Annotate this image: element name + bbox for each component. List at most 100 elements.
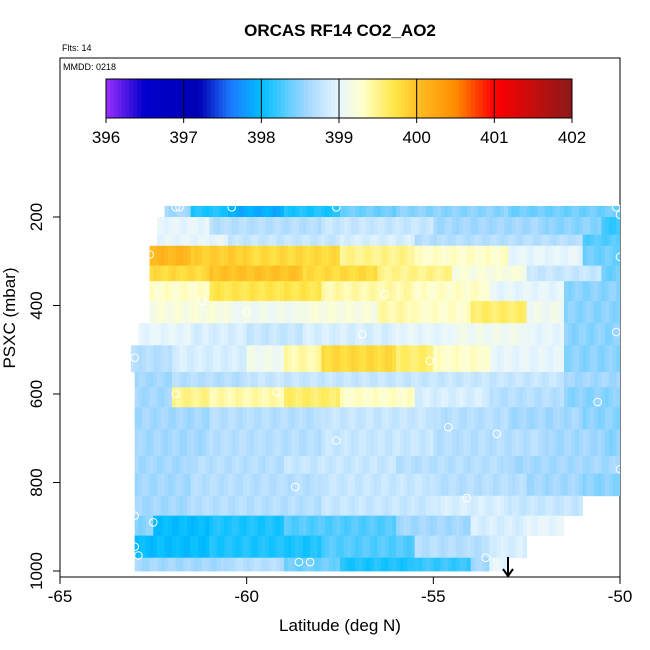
heatmap-cell xyxy=(377,281,382,302)
heatmap-cell xyxy=(313,265,318,282)
heatmap-cell xyxy=(410,323,416,346)
heatmap-cell xyxy=(407,217,412,236)
heatmap-cell xyxy=(504,371,509,388)
heatmap-cell xyxy=(485,495,490,517)
heatmap-cell xyxy=(552,455,557,475)
heatmap-cell xyxy=(239,281,244,302)
heatmap-cell xyxy=(332,557,337,572)
heatmap-cell xyxy=(493,429,498,457)
heatmap-cell xyxy=(448,495,453,517)
heatmap-cell xyxy=(149,535,154,559)
heatmap-cell xyxy=(388,455,393,475)
heatmap-cell xyxy=(291,407,296,430)
heatmap-cell xyxy=(172,557,177,572)
heatmap-cell xyxy=(534,371,539,388)
heatmap-cell xyxy=(302,301,307,324)
heatmap-cell xyxy=(545,245,550,267)
heatmap-cell xyxy=(399,217,404,236)
x-tick-label: -50 xyxy=(608,587,633,606)
heatmap-cell xyxy=(313,217,318,236)
heatmap-cell xyxy=(272,217,277,236)
heatmap-cell xyxy=(332,515,337,536)
heatmap-cell xyxy=(257,323,262,346)
heatmap-cell xyxy=(354,371,360,388)
heatmap-cell xyxy=(541,473,546,497)
heatmap-cell xyxy=(515,407,520,430)
colorbar-swatch xyxy=(412,79,418,118)
heatmap-cell xyxy=(377,301,382,324)
heatmap-cell xyxy=(586,234,591,247)
heatmap-cell xyxy=(317,387,322,408)
flight-point xyxy=(130,542,139,552)
heatmap-cell xyxy=(340,455,345,475)
heatmap-cell xyxy=(478,371,483,388)
heatmap-cell xyxy=(549,407,554,430)
heatmap-cell xyxy=(526,407,531,430)
heatmap-cell xyxy=(302,205,307,218)
heatmap-cell xyxy=(228,205,233,218)
heatmap-cell xyxy=(590,281,595,302)
heatmap-cell xyxy=(388,301,393,324)
heatmap-cell xyxy=(575,429,580,457)
heatmap-cell xyxy=(257,245,262,267)
heatmap-cell xyxy=(343,217,348,236)
heatmap-cell xyxy=(575,371,580,388)
heatmap-cell xyxy=(332,535,337,559)
heatmap-cell xyxy=(493,407,498,430)
heatmap-cell xyxy=(194,205,199,218)
heatmap-cell xyxy=(519,495,524,517)
heatmap-cell xyxy=(489,387,494,408)
heatmap-cell xyxy=(556,217,561,236)
heatmap-cell xyxy=(276,535,281,559)
heatmap-cell xyxy=(582,281,587,302)
heatmap-cell xyxy=(560,281,565,302)
heatmap-cell xyxy=(160,407,165,430)
heatmap-cell xyxy=(478,301,483,324)
heatmap-cell xyxy=(534,429,539,457)
heatmap-cell xyxy=(560,245,565,267)
heatmap-cell xyxy=(384,387,389,408)
heatmap-cell xyxy=(231,429,236,457)
heatmap-cell xyxy=(564,387,569,408)
heatmap-cell xyxy=(537,301,542,324)
heatmap-cell xyxy=(198,407,203,430)
heatmap-cell xyxy=(422,495,427,517)
heatmap-cell xyxy=(186,455,192,475)
heatmap-cell xyxy=(269,217,274,236)
heatmap-cell xyxy=(250,217,255,236)
heatmap-cell xyxy=(552,245,557,267)
heatmap-cell xyxy=(291,217,296,236)
heatmap-cell xyxy=(164,205,169,218)
heatmap-cell xyxy=(194,323,199,346)
heatmap-cell xyxy=(433,429,438,457)
heatmap-cell xyxy=(295,535,300,559)
y-tick-label: 600 xyxy=(27,380,46,408)
heatmap-cell xyxy=(272,345,277,373)
heatmap-cell xyxy=(590,323,595,346)
heatmap-cell xyxy=(336,473,341,497)
heatmap-cell xyxy=(239,265,244,282)
heatmap-cell xyxy=(418,387,423,408)
heatmap-cell xyxy=(168,455,173,475)
heatmap-cell xyxy=(194,495,199,517)
heatmap-cell xyxy=(537,265,542,282)
heatmap-cell xyxy=(440,205,445,218)
heatmap-cell xyxy=(485,387,490,408)
heatmap-cell xyxy=(336,217,341,236)
heatmap-cell xyxy=(228,473,233,497)
heatmap-cell xyxy=(384,205,389,218)
heatmap-cell xyxy=(485,473,490,497)
heatmap-cell xyxy=(134,407,139,430)
heatmap-cell xyxy=(422,217,427,236)
heatmap-cell xyxy=(410,245,416,267)
heatmap-cell xyxy=(452,535,457,559)
heatmap-cell xyxy=(433,265,438,282)
colorbar: 396 397 398 399 400 401 402 xyxy=(92,78,586,147)
heatmap-cell xyxy=(175,217,180,236)
heatmap-cell xyxy=(246,265,251,282)
colorbar-swatch xyxy=(455,79,460,118)
heatmap-cell xyxy=(444,387,449,408)
heatmap-cell xyxy=(175,234,180,247)
heatmap-cell xyxy=(437,495,442,517)
heatmap-cell xyxy=(340,371,345,388)
